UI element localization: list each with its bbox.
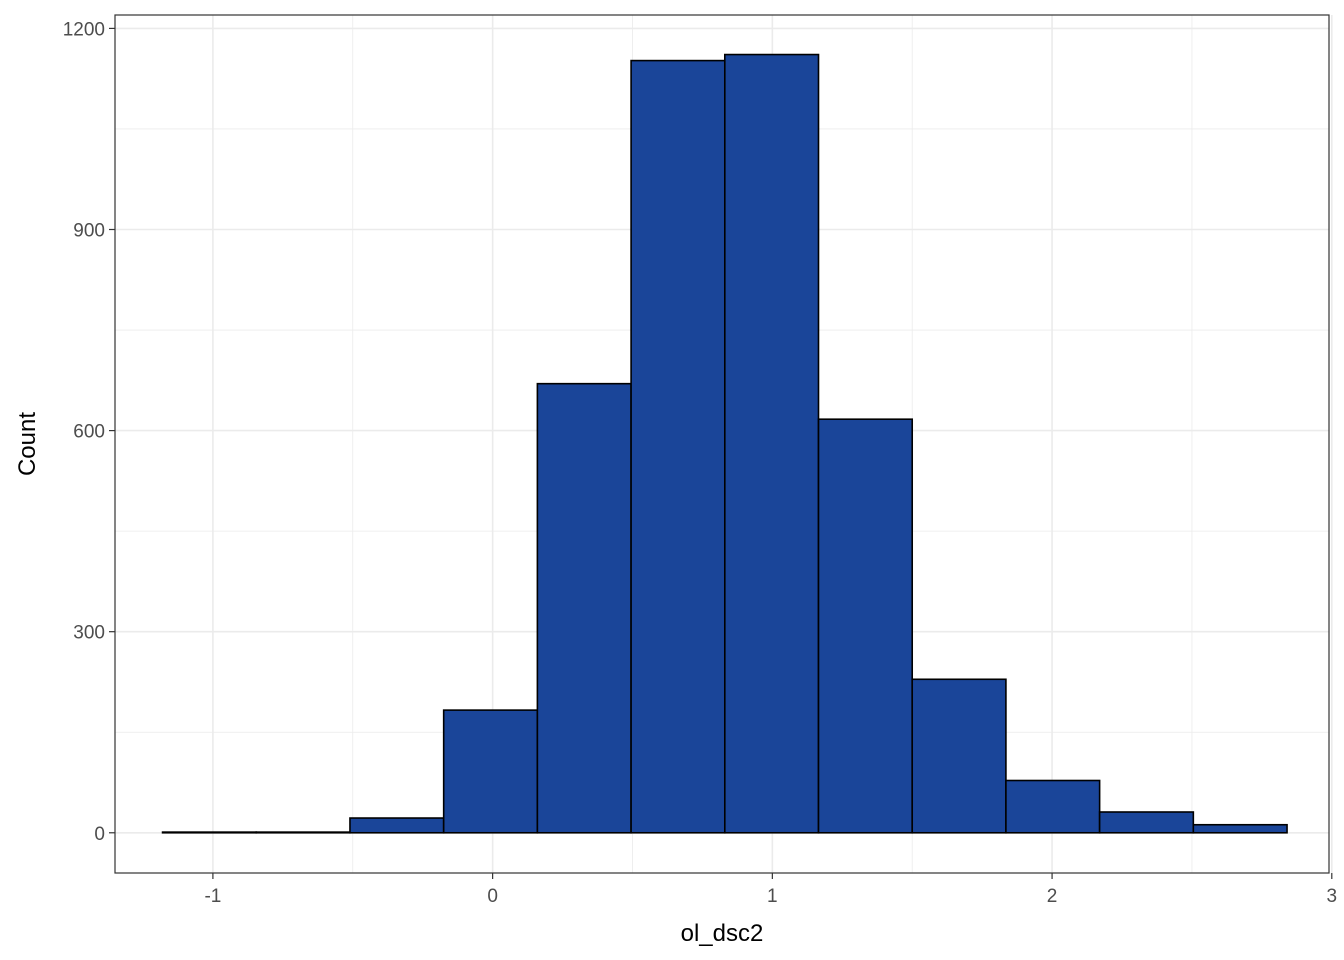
histogram-bar: [161, 831, 258, 834]
histogram-bar: [911, 678, 1007, 834]
x-axis-title: ol_dsc2: [681, 920, 764, 947]
y-tick-label: 900: [73, 221, 105, 242]
histogram-bar: [723, 53, 820, 834]
x-tick-label: 3: [1327, 886, 1338, 907]
histogram-bar: [1005, 779, 1101, 834]
bars: [161, 53, 1288, 834]
x-tick-label: 2: [1047, 886, 1058, 907]
histogram-bar: [255, 831, 351, 834]
y-tick-label: 0: [94, 824, 105, 845]
y-axis-title: Count: [14, 412, 41, 476]
x-tick-label: 1: [767, 886, 778, 907]
histogram-bar: [1192, 823, 1288, 834]
histogram-bar: [442, 709, 539, 834]
y-tick-label: 1200: [63, 19, 105, 40]
histogram-bar: [817, 418, 914, 834]
x-axis: -1 0 1 2 3: [204, 873, 1337, 907]
histogram-bar: [1098, 811, 1195, 834]
histogram-bar: [349, 817, 445, 834]
x-tick-label: 0: [487, 886, 498, 907]
histogram-bar: [630, 59, 726, 834]
y-axis: 0 300 600 900 1200: [63, 19, 115, 845]
y-tick-label: 300: [73, 623, 105, 644]
panel-border: [114, 14, 1330, 874]
histogram-bar: [536, 382, 632, 834]
x-tick-label: -1: [204, 886, 221, 907]
y-tick-label: 600: [73, 422, 105, 443]
